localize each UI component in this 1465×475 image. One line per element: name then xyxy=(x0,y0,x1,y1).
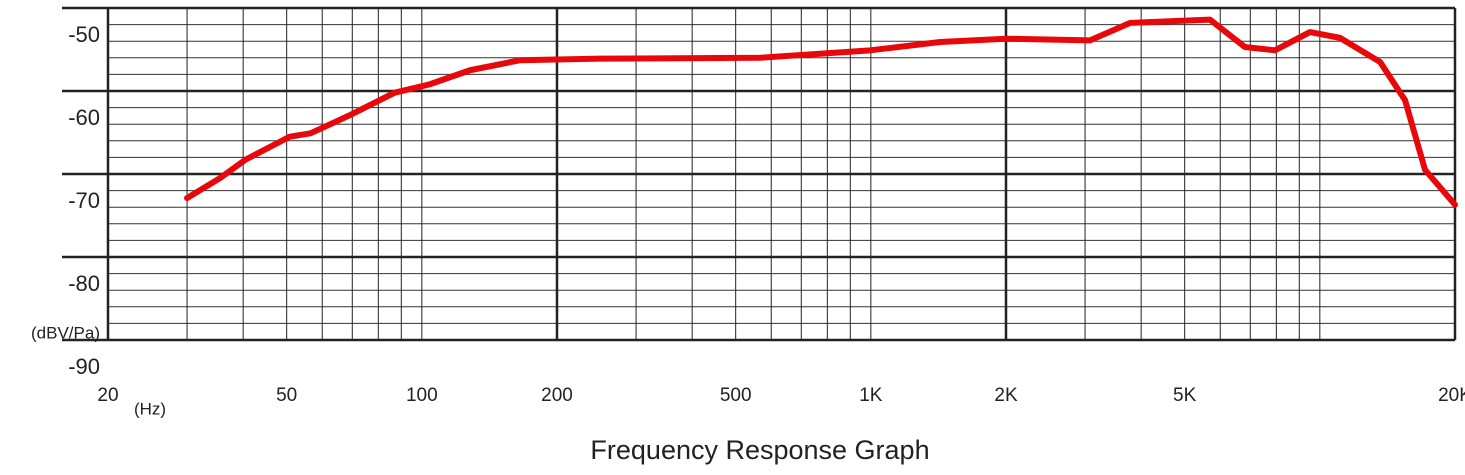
y-tick-label: -50 xyxy=(68,22,100,47)
x-axis-unit: (Hz) xyxy=(134,399,166,418)
y-axis-label: (dBV/Pa) xyxy=(31,323,100,342)
chart-title: Frequency Response Graph xyxy=(590,435,929,465)
x-tick-label: 1K xyxy=(859,385,883,406)
y-tick-label: -90 xyxy=(68,354,100,379)
x-tick-label: 500 xyxy=(720,385,752,406)
x-tick-label: 2K xyxy=(994,385,1018,406)
x-tick-label: 200 xyxy=(541,385,573,406)
x-tick-label: 20K xyxy=(1438,385,1465,406)
x-tick-label: 20 xyxy=(97,385,118,406)
y-tick-label: -70 xyxy=(68,188,100,213)
y-tick-label: -80 xyxy=(68,271,100,296)
x-tick-label: 50 xyxy=(276,385,297,406)
response-line xyxy=(184,16,1458,208)
x-tick-label: 100 xyxy=(406,385,438,406)
x-tick-label: 5K xyxy=(1173,385,1197,406)
y-tick-label: -60 xyxy=(68,105,100,130)
